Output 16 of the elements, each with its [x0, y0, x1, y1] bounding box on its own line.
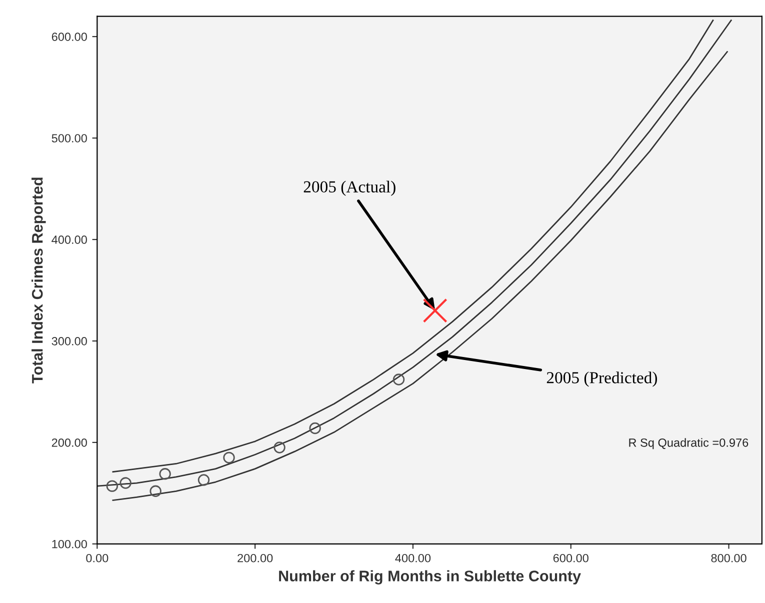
x-tick-label: 600.00 [553, 554, 588, 562]
annotation: R Sq Quadratic =0.976 [629, 438, 748, 450]
y-axis-title: Total Index Crimes Reported [32, 178, 46, 384]
x-tick-label: 0.00 [86, 554, 108, 562]
y-tick-label: 400.00 [52, 236, 87, 244]
y-tick-label: 600.00 [52, 32, 87, 41]
y-tick-label: 200.00 [52, 438, 87, 447]
x-tick-label: 200.00 [238, 554, 273, 562]
y-tick-label: 100.00 [52, 540, 87, 548]
x-tick-label: 800.00 [711, 554, 746, 562]
y-tick-label: 300.00 [52, 337, 87, 346]
annotation: 2005 (Predicted) [546, 372, 657, 387]
x-tick-label: 400.00 [395, 554, 431, 562]
annotation: 2005 (Actual) [304, 180, 396, 196]
x-axis-title: Number of Rig Months in Sublette County [279, 570, 581, 584]
y-tick-label: 500.00 [52, 134, 87, 142]
